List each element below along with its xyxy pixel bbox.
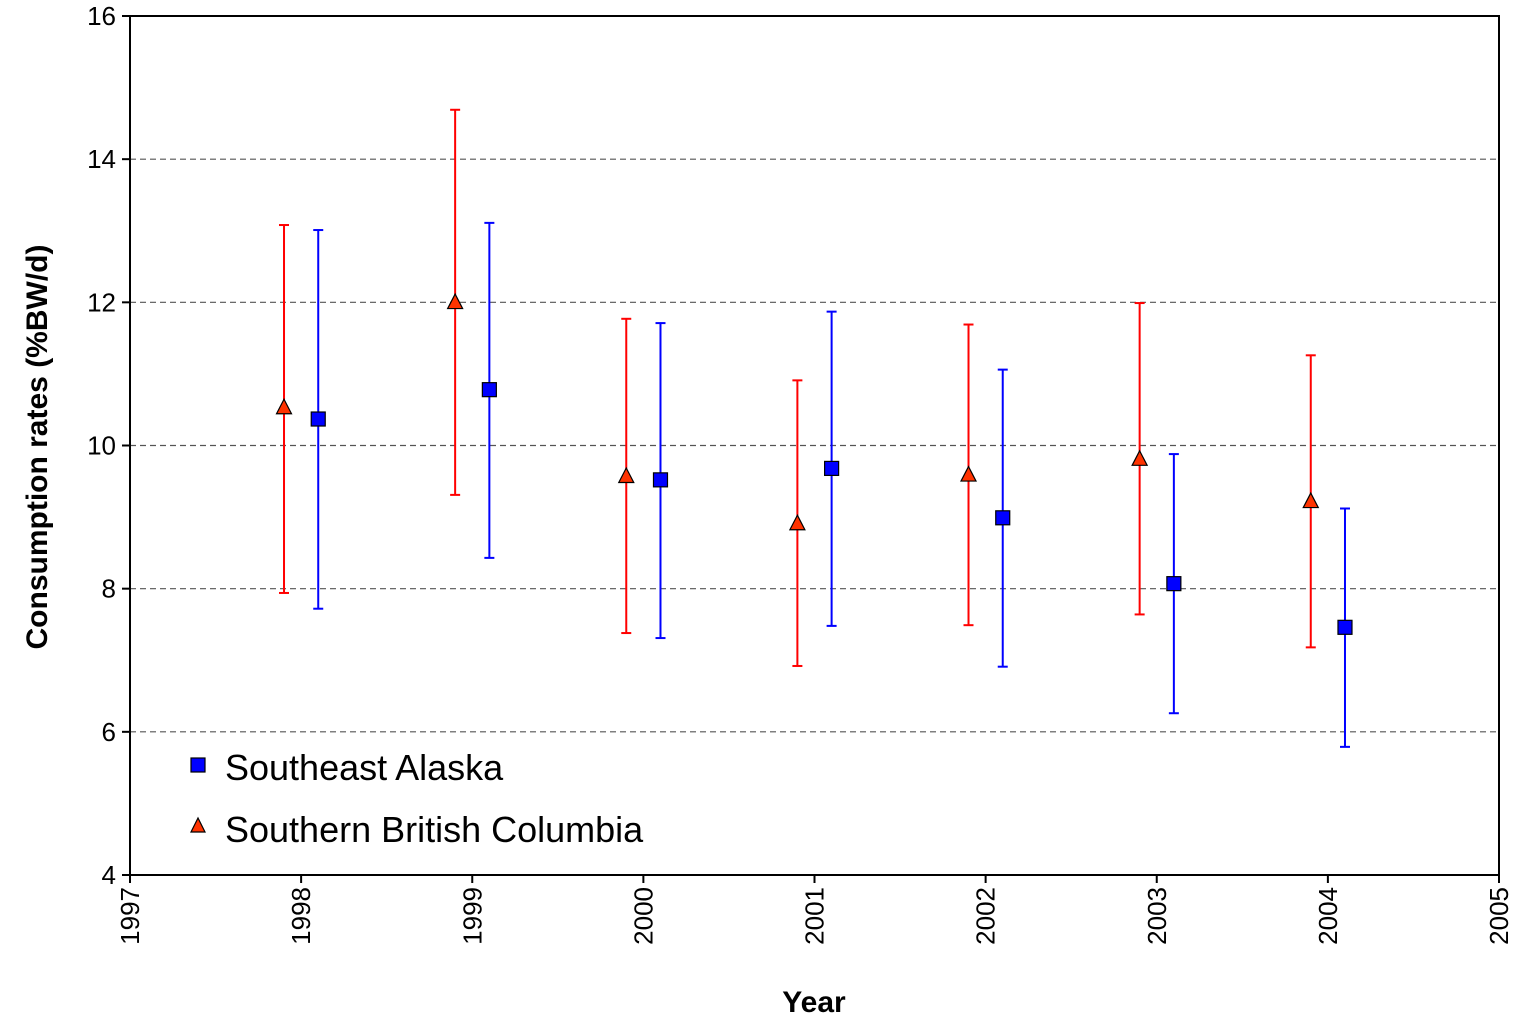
data-point-southern-british-columbia [275, 397, 293, 415]
y-tick-label: 6 [102, 717, 116, 747]
y-tick-label: 8 [102, 574, 116, 604]
legend: Southeast Alaska Southern British Columb… [190, 747, 644, 850]
data-point-southern-british-columbia [1302, 491, 1320, 509]
data-point-southeast-alaska [310, 411, 326, 427]
data-point-southeast-alaska [1166, 576, 1182, 592]
data-point-southern-british-columbia [788, 513, 806, 531]
data-point-southeast-alaska [995, 510, 1011, 526]
x-tick-label: 2000 [628, 887, 658, 945]
data-point-southern-british-columbia [960, 465, 977, 482]
data-point-southeast-alaska [1337, 619, 1353, 635]
legend-marker-southeast-alaska [190, 757, 206, 773]
y-tick-label: 16 [87, 1, 116, 31]
data-point-southern-british-columbia [617, 466, 635, 484]
x-tick-label: 2003 [1142, 887, 1172, 945]
y-tick-label: 12 [87, 287, 116, 317]
y-tick-label: 14 [87, 144, 116, 174]
axes: 4 6 8 10 12 14 16 1997 1998 1999 2000 2001 2002 2003 2… [87, 1, 1514, 945]
x-axis-title: Year [782, 986, 846, 1019]
y-tick-label: 4 [102, 860, 116, 890]
x-tick-label: 2002 [971, 887, 1001, 945]
data-point-southeast-alaska [481, 382, 497, 398]
data-point-southeast-alaska [652, 472, 669, 488]
legend-label-southern-british-columbia: Southern British Columbia [225, 809, 644, 850]
x-tick-label: 1997 [115, 887, 145, 945]
legend-marker-southern-british-columbia [190, 816, 206, 833]
x-tick-label: 2004 [1313, 887, 1343, 945]
series-layer [275, 108, 1353, 748]
data-point-southeast-alaska [824, 460, 840, 477]
y-tick-label: 10 [87, 431, 116, 461]
x-tick-label: 2005 [1484, 887, 1514, 945]
data-point-southern-british-columbia [1131, 449, 1149, 466]
x-tick-label: 1998 [286, 887, 316, 945]
legend-label-southeast-alaska: Southeast Alaska [225, 747, 504, 788]
data-point-southern-british-columbia [446, 292, 464, 310]
x-tick-label: 2001 [800, 887, 830, 945]
x-tick-label: 1999 [457, 887, 487, 945]
gridlines [130, 158, 1499, 733]
y-axis-title: Consumption rates (%BW/d) [21, 245, 54, 650]
